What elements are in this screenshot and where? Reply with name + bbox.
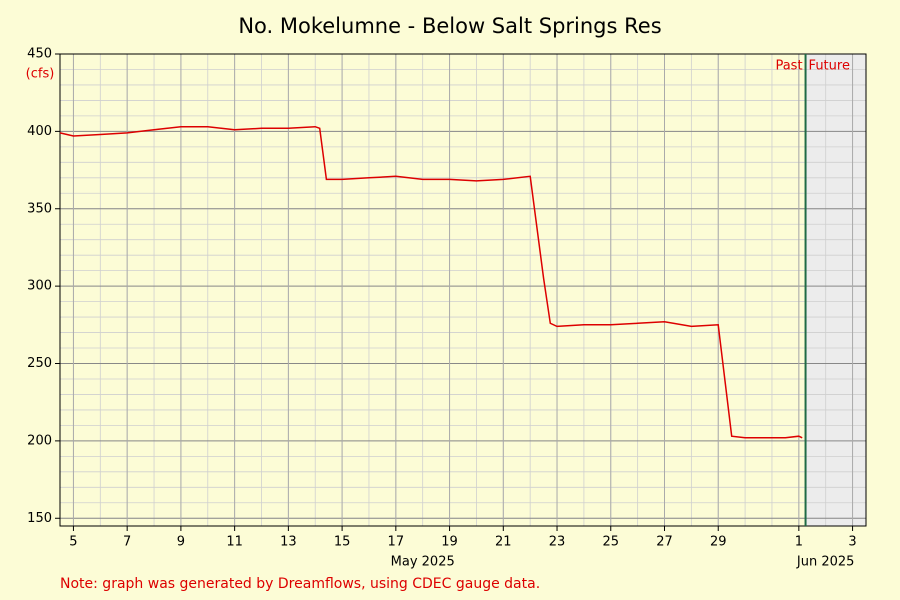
x-tick-label: 25 <box>602 535 619 550</box>
x-group-label: May 2025 <box>391 555 455 570</box>
x-tick-label: 27 <box>656 535 673 550</box>
x-tick-label: 21 <box>495 535 512 550</box>
x-tick-label: 9 <box>177 535 185 550</box>
x-tick-label: 1 <box>795 535 803 550</box>
x-tick-label: 23 <box>549 535 566 550</box>
y-tick-label: 300 <box>27 279 52 294</box>
y-tick-label: 450 <box>27 47 52 62</box>
x-tick-label: 17 <box>388 535 405 550</box>
y-tick-label: 400 <box>27 124 52 139</box>
y-tick-label: 350 <box>27 201 52 216</box>
note: Note: graph was generated by Dreamflows,… <box>60 576 540 592</box>
x-group-label: Jun 2025 <box>796 555 855 570</box>
x-tick-label: 7 <box>123 535 131 550</box>
y-tick-label: 250 <box>27 356 52 371</box>
plot-frame <box>59 53 867 527</box>
y-tick-label: 150 <box>27 511 52 526</box>
past-label: Past <box>775 59 802 74</box>
flow-line <box>59 125 803 439</box>
x-tick-label: 3 <box>848 535 856 550</box>
x-tick-label: 13 <box>280 535 297 550</box>
x-tick-label: 5 <box>69 535 77 550</box>
future-label: Future <box>809 59 850 74</box>
x-tick-label: 29 <box>710 535 727 550</box>
x-tick-label: 11 <box>226 535 243 550</box>
chart-title: No. Mokelumne - Below Salt Springs Res <box>238 14 661 38</box>
x-tick-label: 19 <box>441 535 458 550</box>
x-tick-label: 15 <box>334 535 351 550</box>
y-tick-label: 200 <box>27 433 52 448</box>
future-region <box>805 54 866 526</box>
y-axis-label: (cfs) <box>26 67 55 82</box>
